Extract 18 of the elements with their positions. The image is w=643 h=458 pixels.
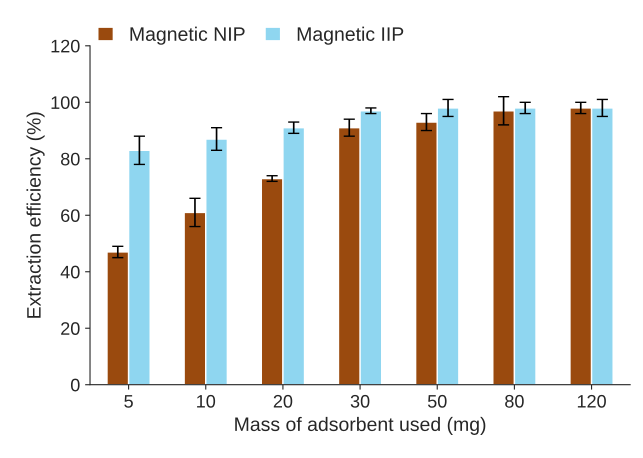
legend-label: Magnetic NIP bbox=[130, 26, 245, 45]
y-tick-label: 100 bbox=[52, 96, 80, 110]
y-tick-label: 120 bbox=[52, 40, 80, 53]
y-tick-label: 80 bbox=[61, 152, 80, 166]
x-tick-label: 50 bbox=[428, 394, 447, 408]
y-tick-label: 0 bbox=[70, 378, 80, 392]
y-tick-label: 60 bbox=[61, 209, 80, 222]
x-tick-label: 80 bbox=[505, 394, 524, 408]
y-tick-label: 20 bbox=[61, 322, 80, 335]
x-tick-label: 20 bbox=[274, 394, 292, 408]
y-tick-label: 40 bbox=[60, 266, 80, 278]
x-axis-title: Mass of adsorbent used (mg) bbox=[235, 416, 486, 435]
x-tick-label: 10 bbox=[197, 394, 216, 408]
x-tick-label: 5 bbox=[124, 395, 133, 408]
x-tick-label: 30 bbox=[350, 394, 370, 408]
legend-label: Magnetic IIP bbox=[298, 26, 404, 45]
y-axis-title: Extraction efficiency (%) bbox=[26, 112, 45, 318]
x-tick-label: 120 bbox=[578, 394, 606, 408]
